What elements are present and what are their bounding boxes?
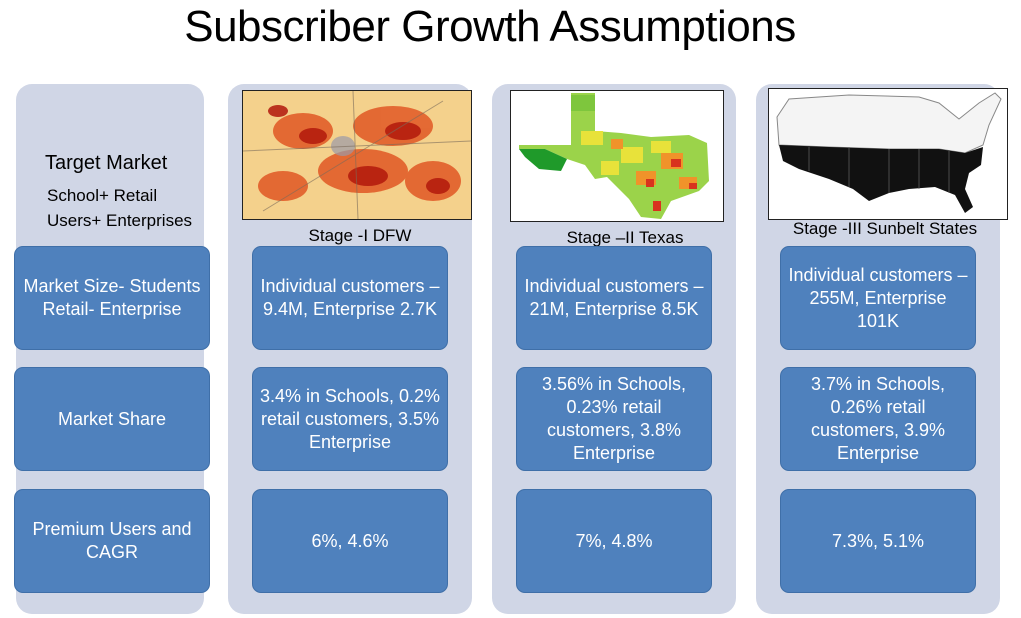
segment-line-1: School+ Retail <box>47 186 158 205</box>
stage-3-market-share: 3.7% in Schools, 0.26% retail customers,… <box>780 367 976 471</box>
texas-heatmap-image <box>510 90 724 222</box>
stage-1-premium: 6%, 4.6% <box>252 489 448 593</box>
row-label-premium-users: Premium Users and CAGR <box>14 489 210 593</box>
stage-2-premium: 7%, 4.8% <box>516 489 712 593</box>
stage-2-market-share: 3.56% in Schools, 0.23% retail customers… <box>516 367 712 471</box>
stage-3-market-size: Individual customers – 255M, Enterprise … <box>780 246 976 350</box>
row-label-market-share: Market Share <box>14 367 210 471</box>
dfw-heatmap-image <box>242 90 472 220</box>
stage-1-name: Stage -I DFW <box>308 226 412 245</box>
row-label-market-size: Market Size- Students Retail- Enterprise <box>14 246 210 350</box>
stage-1-market-size: Individual customers – 9.4M, Enterprise … <box>252 246 448 350</box>
page-title: Subscriber Growth Assumptions <box>184 2 796 51</box>
segment-line-2: Users+ Enterprises <box>47 211 193 230</box>
stage-3-premium: 7.3%, 5.1% <box>780 489 976 593</box>
stage-2-market-size: Individual customers – 21M, Enterprise 8… <box>516 246 712 350</box>
target-market-label: Target Market <box>45 152 168 174</box>
stage-3-name: Stage -III Sunbelt States <box>792 219 978 238</box>
sunbelt-states-map-image <box>768 88 1008 220</box>
stage-2-name: Stage –II Texas <box>566 228 684 247</box>
stage-1-market-share: 3.4% in Schools, 0.2% retail customers, … <box>252 367 448 471</box>
